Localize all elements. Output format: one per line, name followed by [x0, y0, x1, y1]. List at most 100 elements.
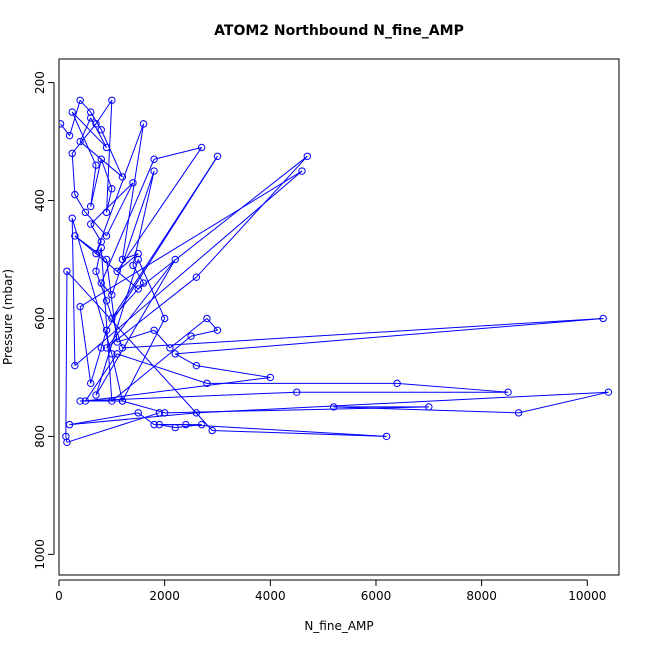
- data-point: [118, 344, 127, 352]
- data-point: [86, 202, 95, 211]
- series-line-segment: [137, 259, 166, 319]
- data-point: [97, 244, 105, 252]
- data-point: [266, 373, 275, 382]
- data-point: [86, 379, 95, 388]
- data-point: [160, 314, 169, 323]
- data-point: [102, 208, 111, 217]
- series-line-segment: [71, 218, 76, 366]
- series-line-segment: [111, 335, 192, 402]
- y-tick-label: 200: [33, 71, 47, 94]
- plot-frame: [58, 58, 620, 576]
- y-axis: 200 400 600 800 1000: [33, 71, 55, 570]
- series-line-segment: [95, 259, 176, 396]
- data-point: [102, 297, 111, 305]
- data-point: [92, 267, 100, 275]
- series-line-segment: [79, 306, 92, 384]
- series-line-segment: [65, 271, 68, 437]
- data-point: [393, 379, 401, 388]
- data-point: [504, 388, 512, 396]
- series-line-segment: [80, 391, 297, 402]
- series-line-segment: [174, 353, 197, 367]
- series-line-segment: [153, 146, 202, 160]
- data-point: [171, 423, 179, 432]
- series-line-segment: [196, 391, 609, 414]
- series-line-segment: [71, 218, 113, 354]
- series-line-segment: [397, 382, 509, 393]
- data-point: [108, 291, 116, 299]
- y-tick-label: 1000: [33, 539, 47, 570]
- series-group: [59, 96, 613, 447]
- data-point: [134, 285, 142, 293]
- data-point: [171, 255, 179, 264]
- series-line-segment: [185, 424, 387, 437]
- data-point: [65, 420, 74, 429]
- data-point: [76, 302, 84, 311]
- series-line-segment: [116, 329, 155, 343]
- data-point: [68, 108, 76, 116]
- data-point: [139, 279, 148, 287]
- data-point: [155, 420, 164, 429]
- series-line-segment: [95, 259, 139, 396]
- series-line-segment: [95, 123, 144, 254]
- x-tick-label: 8000: [466, 589, 497, 603]
- data-point: [208, 426, 216, 435]
- data-point: [92, 249, 100, 258]
- data-point: [102, 344, 111, 352]
- data-point: [330, 403, 338, 411]
- data-point: [604, 388, 613, 396]
- data-point: [118, 173, 127, 181]
- series-line-segment: [121, 123, 145, 260]
- data-point: [108, 397, 116, 405]
- series-line-segment: [195, 155, 308, 278]
- series-line-segment: [116, 147, 203, 272]
- data-point: [166, 344, 174, 352]
- series-line-segment: [137, 155, 308, 290]
- data-point: [97, 126, 105, 134]
- data-point: [102, 143, 111, 152]
- data-point: [150, 167, 158, 175]
- data-point: [86, 114, 95, 122]
- data-point: [68, 149, 76, 158]
- data-point: [102, 255, 111, 264]
- x-tick-label: 0: [55, 589, 63, 603]
- y-tick-label: 600: [33, 307, 47, 330]
- data-point: [139, 120, 148, 128]
- series-line-segment: [100, 247, 113, 402]
- data-point: [108, 350, 116, 358]
- series-line-segment: [122, 317, 604, 349]
- y-tick-label: 800: [33, 425, 47, 448]
- data-point: [97, 155, 105, 163]
- series-line-segment: [79, 170, 303, 308]
- chart-title: ATOM2 Northbound N_fine_AMP: [214, 23, 464, 39]
- series-line-segment: [333, 406, 519, 414]
- data-point: [425, 403, 433, 411]
- plot-area: [59, 96, 613, 447]
- data-point: [63, 267, 71, 275]
- series-line-segment: [100, 282, 113, 296]
- data-point: [293, 388, 301, 396]
- series-line-segment: [90, 347, 102, 384]
- data-point: [213, 326, 222, 334]
- series-line-segment: [206, 318, 218, 331]
- series-line-segment: [66, 270, 213, 431]
- data-point: [92, 161, 100, 169]
- data-point: [150, 420, 158, 429]
- data-point: [113, 267, 121, 275]
- data-point: [108, 314, 116, 323]
- data-point: [102, 326, 111, 334]
- series-line-segment: [169, 318, 208, 349]
- data-point: [97, 344, 105, 352]
- series-line-segment: [66, 412, 160, 443]
- x-axis-label: N_fine_AMP: [304, 619, 373, 633]
- data-point: [108, 96, 116, 104]
- data-point: [160, 409, 169, 417]
- series-line-segment: [196, 365, 271, 378]
- data-point: [102, 232, 111, 240]
- data-point: [81, 397, 90, 405]
- data-point: [71, 232, 79, 240]
- data-point: [59, 120, 65, 128]
- data-point: [118, 255, 127, 264]
- data-point: [155, 409, 164, 417]
- data-point: [65, 131, 74, 140]
